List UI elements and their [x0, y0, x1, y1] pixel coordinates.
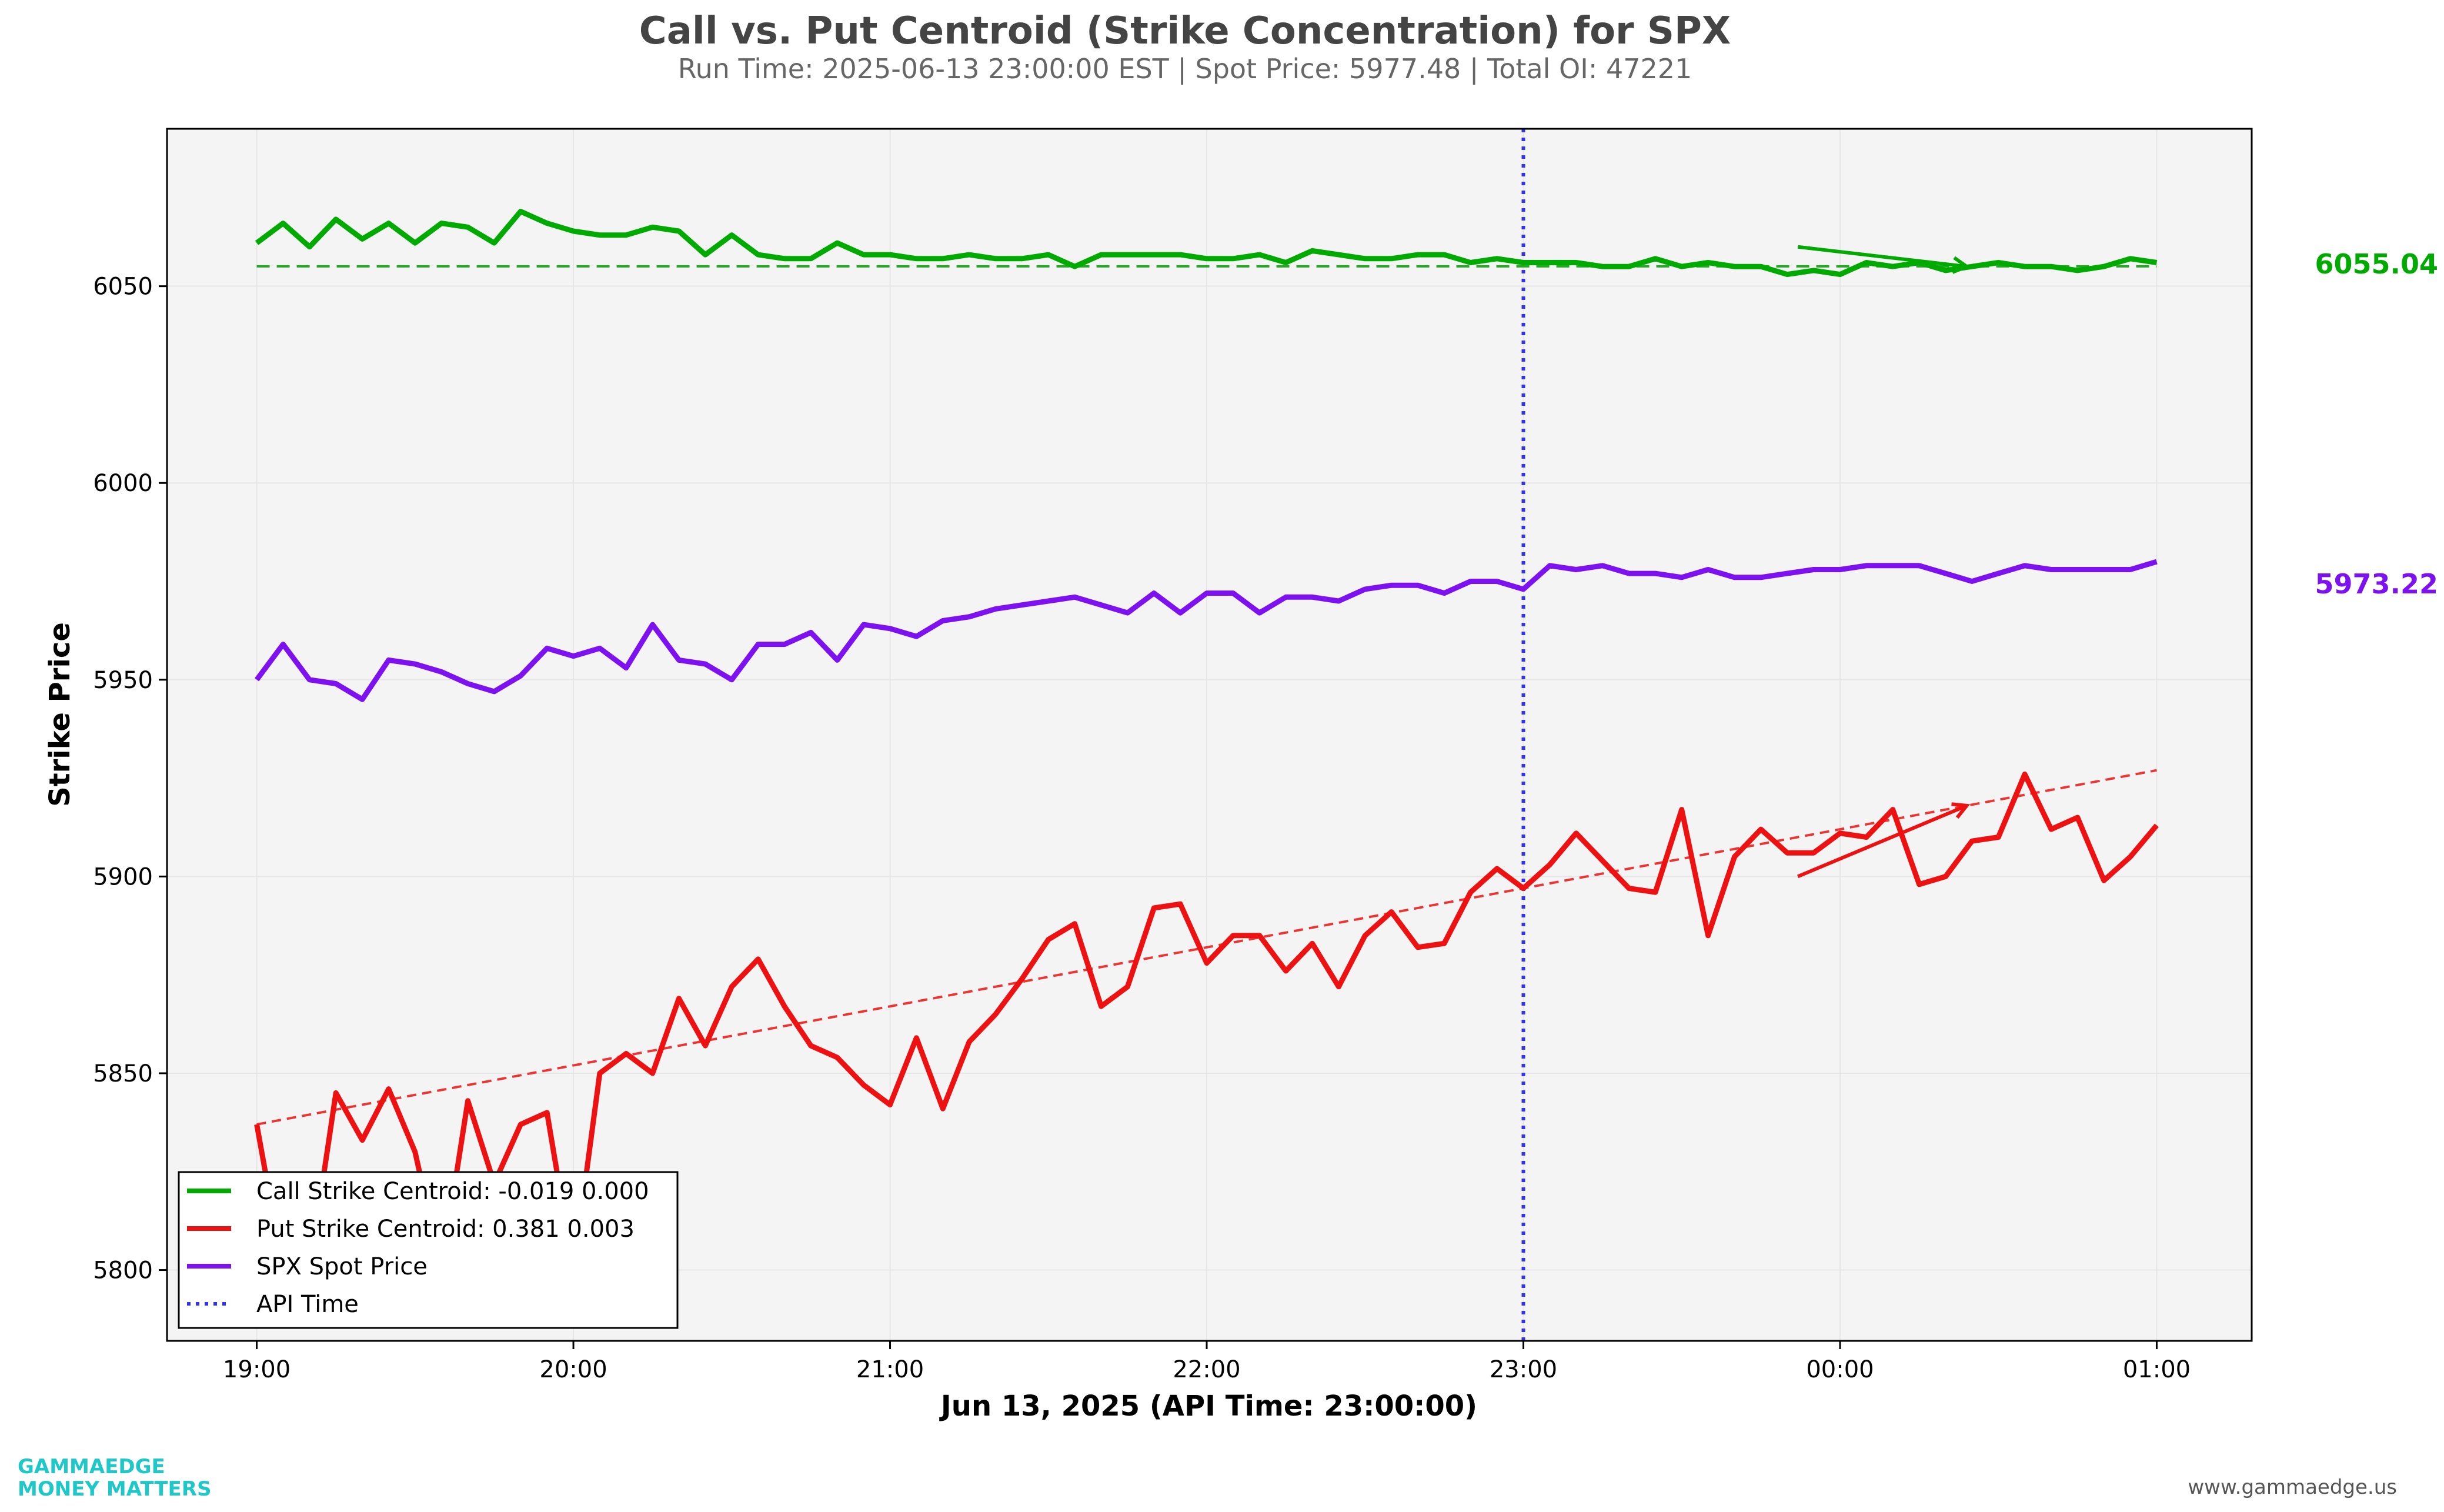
- y-tick-label: 5900: [93, 863, 153, 890]
- brand-line-1: GAMMAEDGE: [18, 1455, 165, 1478]
- x-tick-label: 01:00: [2123, 1356, 2191, 1383]
- call-mean-label: 6055.04: [2315, 248, 2438, 280]
- y-tick-label: 6050: [93, 273, 153, 301]
- x-axis-label: Jun 13, 2025 (API Time: 23:00:00): [939, 1390, 1477, 1423]
- spot-label: 5973.22: [2315, 568, 2438, 600]
- call-trend-arrow: [1797, 245, 1967, 269]
- y-tick-label: 6000: [93, 470, 153, 497]
- plot-frame: [166, 128, 2253, 1342]
- trend-arrows: [1797, 245, 1971, 879]
- y-tick-label: 5850: [93, 1060, 153, 1087]
- put-trend-arrow: [1797, 804, 1968, 879]
- x-tick-label: 23:00: [1490, 1356, 1557, 1383]
- x-tick-label: 21:00: [856, 1356, 924, 1383]
- brand-line-2: MONEY MATTERS: [18, 1477, 211, 1501]
- plot-area: [167, 129, 2252, 1341]
- call-trend-arrow-head: [1952, 256, 1971, 274]
- spx-spot-line: [254, 559, 2158, 702]
- x-tick-label: 22:00: [1173, 1356, 1240, 1383]
- legend-label: Call Strike Centroid: -0.019 0.000: [256, 1178, 649, 1205]
- call-centroid-line: [255, 209, 2158, 278]
- legend: Call Strike Centroid: -0.019 0.000 Put St…: [178, 1171, 679, 1329]
- put-trend-arrow-head: [1951, 802, 1971, 819]
- x-tick-label: 20:00: [539, 1356, 607, 1383]
- x-tick-label: 00:00: [1806, 1356, 1874, 1383]
- chart-subtitle: Run Time: 2025-06-13 23:00:00 EST | Spot…: [678, 53, 1692, 85]
- y-tick-label: 5800: [93, 1257, 153, 1284]
- y-axis: 5800 5850 5900 5950 6000 6050: [93, 273, 167, 1284]
- legend-label: SPX Spot Price: [256, 1253, 428, 1280]
- legend-label: API Time: [256, 1291, 359, 1318]
- chart-title: Call vs. Put Centroid (Strike Concentrat…: [639, 9, 1731, 53]
- put-trend-line: [256, 769, 2157, 1126]
- website-url: www.gammaedge.us: [2188, 1476, 2397, 1499]
- reference-lines: [256, 129, 2157, 1341]
- x-axis: 19:00 20:00 21:00 22:00 23:00 00:00 01:00: [223, 1341, 2191, 1383]
- legend-box: [178, 1171, 679, 1329]
- legend-label: Put Strike Centroid: 0.381 0.003: [256, 1216, 635, 1243]
- y-tick-label: 5950: [93, 667, 153, 694]
- y-axis-label: Strike Price: [44, 622, 76, 807]
- x-tick-label: 19:00: [223, 1356, 291, 1383]
